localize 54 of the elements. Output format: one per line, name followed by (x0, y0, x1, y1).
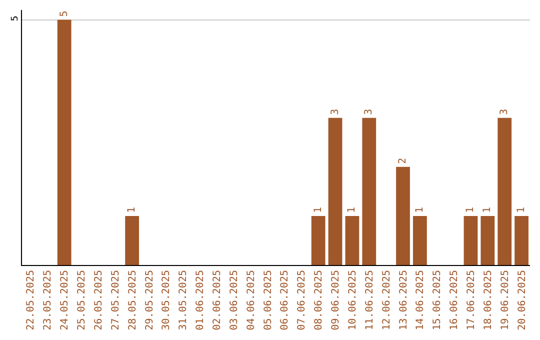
data-label: 2 (398, 158, 408, 164)
x-tick-label: 09.06.2025 (330, 270, 342, 330)
bar (396, 166, 410, 265)
x-tick-label: 12.06.2025 (381, 270, 392, 330)
x-tick-label: 15.06.2025 (432, 270, 444, 330)
data-label: 1 (346, 206, 358, 213)
data-label: 1 (516, 206, 528, 213)
bar (498, 118, 512, 265)
data-label: 5 (58, 10, 70, 17)
x-tick-label: 17.06.2025 (466, 270, 477, 330)
data-label: 1 (312, 206, 324, 213)
x-tick-label: 20.06.2025 (516, 270, 528, 330)
bar (514, 216, 528, 265)
x-tick-label: 05.06.2025 (262, 270, 274, 330)
bar (464, 216, 478, 265)
x-tick-label: 19.06.2025 (500, 270, 511, 330)
bar (311, 216, 326, 265)
x-tick-label: 02.06.2025 (212, 270, 223, 330)
x-tick-label: 30.05.2025 (161, 270, 172, 330)
data-label: 3 (364, 108, 375, 115)
bar (57, 20, 72, 265)
x-tick-label: 04.06.2025 (246, 270, 257, 330)
x-tick-label: 16.06.2025 (449, 270, 460, 330)
bar (345, 216, 360, 265)
bar (362, 118, 376, 265)
data-label: 1 (482, 206, 494, 213)
x-tick-label: 07.06.2025 (296, 270, 308, 330)
data-label: 1 (465, 206, 476, 213)
data-label: 1 (126, 206, 138, 213)
data-label: 3 (330, 108, 341, 115)
bar (125, 216, 140, 265)
bar (328, 118, 342, 265)
x-tick-label: 14.06.2025 (415, 270, 426, 330)
x-tick-label: 06.06.2025 (280, 270, 291, 330)
x-tick-label: 31.05.2025 (178, 270, 190, 330)
bar (480, 216, 495, 265)
x-tick-label: 24.05.2025 (60, 270, 71, 330)
x-tick-label: 28.05.2025 (127, 270, 138, 330)
x-tick-label: 13.06.2025 (398, 270, 410, 330)
x-tick-label: 03.06.2025 (228, 270, 240, 330)
data-label: 1 (414, 206, 426, 213)
data-label: 3 (499, 108, 510, 115)
x-tick-label: 01.06.2025 (195, 270, 206, 330)
x-tick-label: 08.06.2025 (314, 270, 325, 330)
x-tick-label: 18.06.2025 (482, 270, 494, 330)
bar (412, 216, 427, 265)
x-tick-label: 11.06.2025 (364, 270, 376, 330)
x-tick-label: 10.06.2025 (347, 270, 358, 330)
x-tick-label: 26.05.2025 (93, 270, 104, 330)
x-tick-label: 22.05.2025 (26, 270, 37, 330)
x-tick-label: 25.05.2025 (76, 270, 88, 330)
x-tick-label: 27.05.2025 (110, 270, 122, 330)
x-tick-label: 29.05.2025 (144, 270, 156, 330)
x-tick-label: 23.05.2025 (42, 270, 54, 330)
